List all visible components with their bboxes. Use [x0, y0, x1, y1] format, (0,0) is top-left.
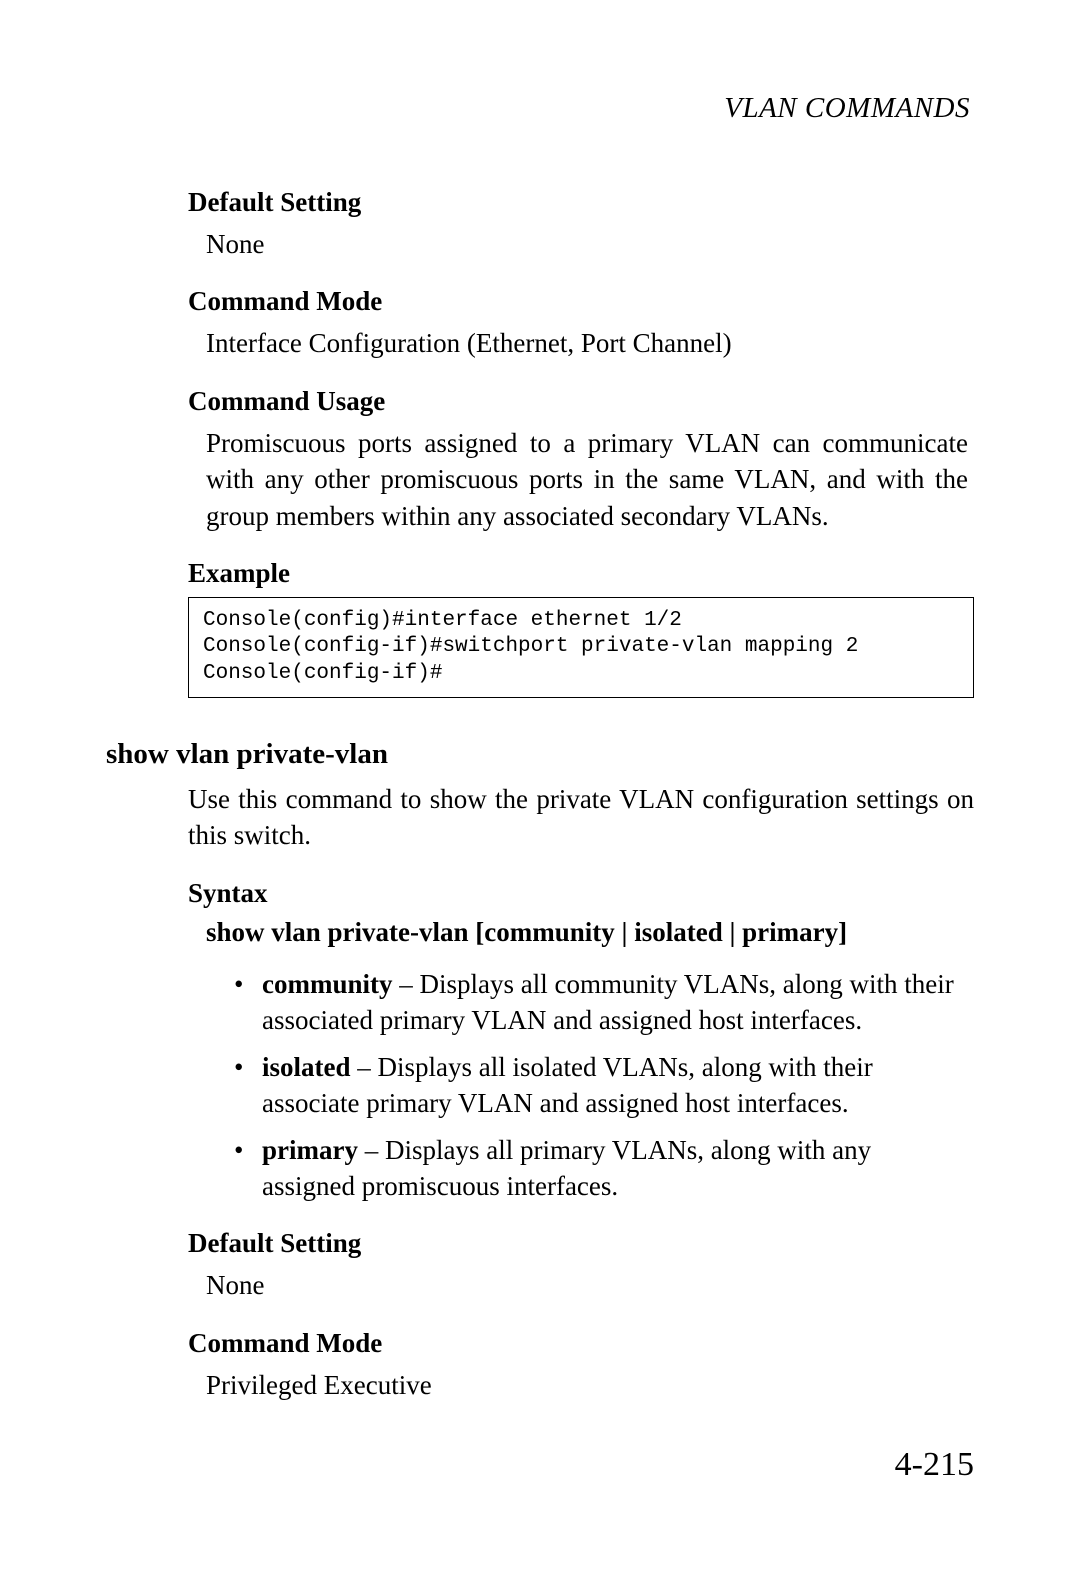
example-heading: Example: [188, 558, 974, 589]
command-title: show vlan private-vlan: [106, 738, 974, 771]
command-mode-value-2: Privileged Executive: [206, 1367, 974, 1403]
option-term: primary: [262, 1135, 358, 1165]
command-mode-value-1: Interface Configuration (Ethernet, Port …: [206, 325, 974, 361]
command-intro: Use this command to show the private VLA…: [188, 781, 974, 854]
command-usage-text: Promiscuous ports assigned to a primary …: [206, 425, 968, 534]
running-header-text: VLAN COMMANDS: [724, 92, 970, 124]
page-number: 4-215: [895, 1446, 974, 1484]
list-item: isolated – Displays all isolated VLANs, …: [234, 1049, 960, 1122]
syntax-heading: Syntax: [188, 878, 974, 909]
default-setting-value-2: None: [206, 1267, 974, 1303]
example-code-block: Console(config)#interface ethernet 1/2 C…: [188, 597, 974, 698]
running-header: VLAN COMMANDS: [106, 92, 974, 125]
list-item: community – Displays all community VLANs…: [234, 966, 960, 1039]
syntax-line: show vlan private-vlan [community | isol…: [206, 917, 974, 948]
option-term: community: [262, 969, 393, 999]
option-desc: – Displays all isolated VLANs, along wit…: [262, 1052, 873, 1118]
page: VLAN COMMANDS Default Setting None Comma…: [0, 0, 1080, 1570]
default-setting-heading-1: Default Setting: [188, 187, 974, 218]
command-mode-heading-1: Command Mode: [188, 286, 974, 317]
default-setting-value-1: None: [206, 226, 974, 262]
option-term: isolated: [262, 1052, 351, 1082]
default-setting-heading-2: Default Setting: [188, 1228, 974, 1259]
command-usage-heading: Command Usage: [188, 386, 974, 417]
list-item: primary – Displays all primary VLANs, al…: [234, 1132, 960, 1205]
command-mode-heading-2: Command Mode: [188, 1328, 974, 1359]
syntax-options-list: community – Displays all community VLANs…: [234, 966, 960, 1205]
